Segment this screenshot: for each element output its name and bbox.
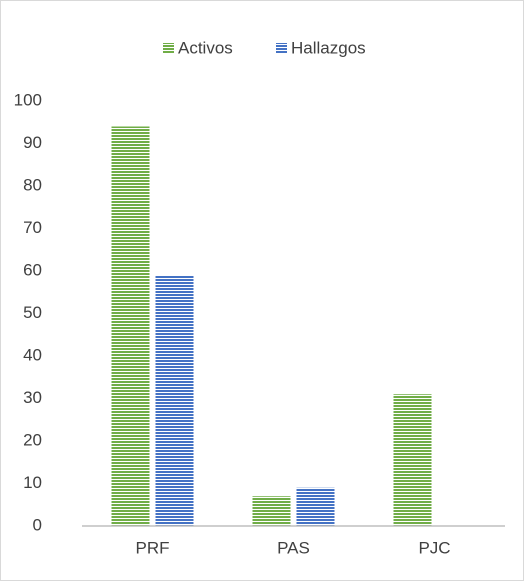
y-tick-label: 30 xyxy=(23,388,42,407)
legend-label: Activos xyxy=(178,38,233,57)
y-tick-label: 50 xyxy=(23,303,42,322)
y-tick-label: 90 xyxy=(23,133,42,152)
y-tick-label: 40 xyxy=(23,345,42,364)
y-tick-label: 70 xyxy=(23,218,42,237)
bar xyxy=(111,126,150,526)
bar xyxy=(393,394,432,526)
x-tick-label: PRF xyxy=(136,538,170,557)
y-tick-label: 20 xyxy=(23,430,42,449)
y-tick-label: 0 xyxy=(33,515,42,534)
y-tick-label: 100 xyxy=(14,90,42,109)
legend-swatch xyxy=(163,43,174,54)
bar xyxy=(296,487,335,526)
y-tick-label: 80 xyxy=(23,175,42,194)
y-tick-label: 60 xyxy=(23,260,42,279)
y-tick-label: 10 xyxy=(23,473,42,492)
bar xyxy=(252,496,291,526)
x-tick-label: PJC xyxy=(418,538,450,557)
legend-label: Hallazgos xyxy=(291,38,366,57)
bar xyxy=(155,275,194,526)
x-tick-label: PAS xyxy=(277,538,310,557)
legend-swatch xyxy=(276,43,287,54)
